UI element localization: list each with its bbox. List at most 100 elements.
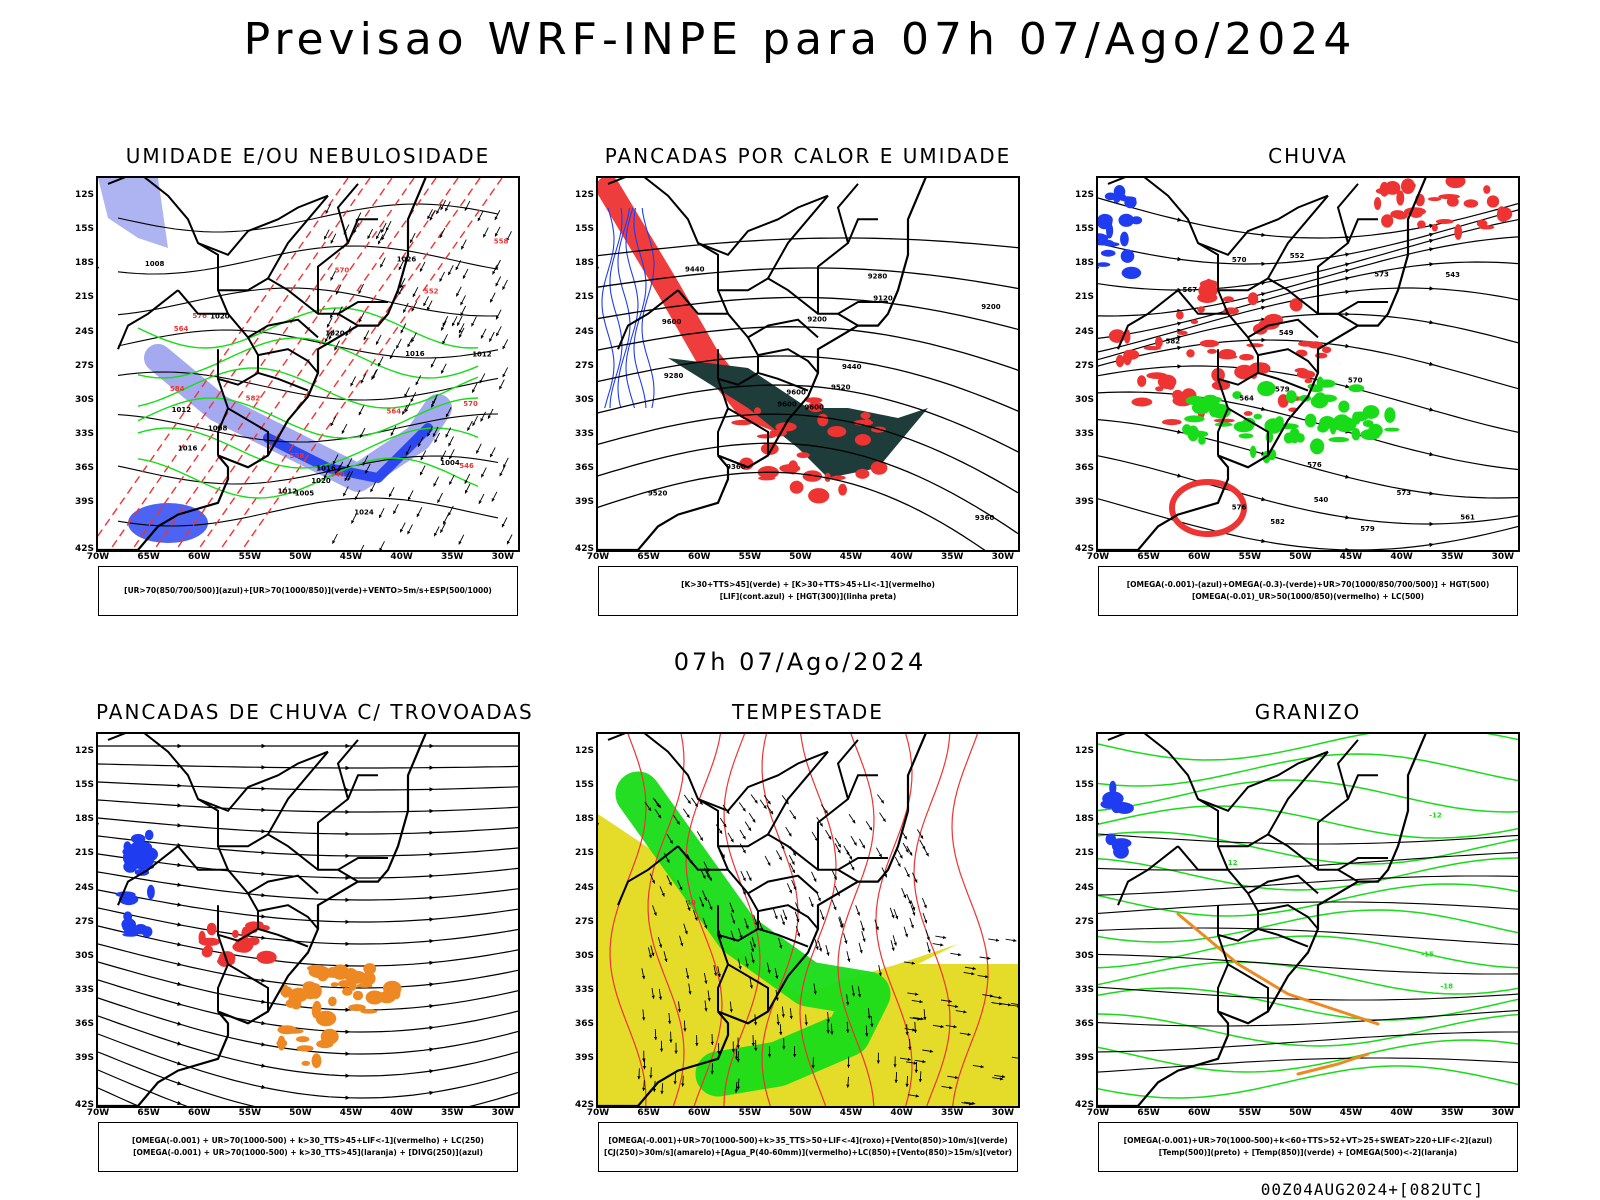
lon-tick-label: 40W <box>390 1108 413 1118</box>
lat-tick-label: 33S <box>74 428 94 439</box>
lat-tick-label: 15S <box>74 224 94 235</box>
lon-tick-label: 50W <box>289 1108 312 1118</box>
map-area: 1012 1016 1020 1008 1012 1016 1020 1012 1016 1020… <box>96 176 520 552</box>
contour-label: 540 <box>1314 496 1329 504</box>
contour-label: 576 <box>192 312 207 320</box>
contour-label: 1008 <box>145 260 165 268</box>
contour-label: 543 <box>1445 271 1460 279</box>
contour-label: 9600 <box>662 318 682 326</box>
lat-tick-label: 36S <box>74 1019 94 1030</box>
contour-label: 9360 <box>726 463 746 471</box>
lon-tick-label: 55W <box>1238 1108 1262 1118</box>
contour-label: 558 <box>494 238 509 246</box>
legend-line: [OMEGA(-0.001)+UR>70(1000-500)+k>35_TTS>… <box>608 1136 1008 1145</box>
lon-tick-label: 55W <box>1238 552 1262 562</box>
contour-label: 576 <box>1232 504 1247 512</box>
contour-label: 1020 <box>325 330 345 338</box>
lat-tick-label: 39S <box>1074 497 1094 508</box>
lat-tick-label: 30S <box>574 950 594 961</box>
legend-line: [CJ(250)>30m/s](amarelo)+[Agua_P(40-60mm… <box>604 1148 1012 1157</box>
lat-tick-label: 15S <box>1074 224 1094 235</box>
panel-legend: [OMEGA(-0.001)-(azul)+OMEGA(-0.3)-(verde… <box>1098 566 1518 616</box>
lon-tick-label: 35W <box>440 552 464 562</box>
lat-tick-label: 18S <box>74 258 94 269</box>
lat-tick-label: 42S <box>574 544 594 554</box>
contour-label: 9600 <box>777 401 797 409</box>
legend-line: [UR>70(850/700/500)](azul)+[UR>70(1000/8… <box>124 586 492 595</box>
lat-tick-label: 21S <box>74 848 94 859</box>
lat-tick-label: 33S <box>574 984 594 995</box>
lon-tick-label: 50W <box>1289 552 1312 562</box>
lat-tick-label: 15S <box>1074 780 1094 791</box>
lat-tick-label: 24S <box>1074 326 1094 337</box>
contour-label: 564 <box>1239 395 1254 403</box>
lat-tick-label: 18S <box>574 814 594 825</box>
lon-tick-label: 65W <box>637 552 660 562</box>
contour-label: 573 <box>1397 489 1412 497</box>
lat-tick-label: 30S <box>574 394 594 405</box>
lon-tick-label: 40W <box>390 552 413 562</box>
contour-label: 9280 <box>664 372 684 380</box>
contour-label: -12 <box>1429 812 1442 820</box>
contour-label: 540 <box>330 471 345 479</box>
contour-label: 9280 <box>868 273 888 281</box>
panel-title: PANCADAS DE CHUVA C/ TROVOADAS <box>96 700 534 724</box>
lat-tick-label: 24S <box>74 326 94 337</box>
contour-label: 1020 <box>210 313 230 321</box>
lon-tick-label: 70W <box>1086 552 1110 562</box>
legend-line: [OMEGA(-0.001)-(azul)+OMEGA(-0.3)-(verde… <box>1126 580 1490 589</box>
lon-tick-label: 50W <box>1289 1108 1312 1118</box>
lat-tick-label: 42S <box>1074 1100 1094 1110</box>
lon-tick-label: 60W <box>1187 1108 1211 1118</box>
lon-tick-label: 50W <box>789 552 812 562</box>
contour-label: 9520 <box>648 489 668 497</box>
lat-tick-label: 27S <box>574 916 594 927</box>
lat-tick-label: 12S <box>1074 746 1094 757</box>
lon-tick-label: 65W <box>637 1108 660 1118</box>
lon-tick-label: 70W <box>586 1108 610 1118</box>
contour-label: 570 <box>1348 377 1363 385</box>
contour-label: 9600 <box>786 389 806 397</box>
lat-tick-label: 39S <box>574 1053 594 1064</box>
lat-tick-label: 18S <box>1074 814 1094 825</box>
lon-tick-label: 70W <box>586 552 610 562</box>
contour-label: 558 <box>290 452 305 460</box>
lat-tick-label: 21S <box>574 848 594 859</box>
lon-tick-label: 30W <box>491 552 515 562</box>
contour-label: 1004 <box>440 459 460 467</box>
lat-tick-label: 33S <box>1074 984 1094 995</box>
contour-label: 561 <box>1460 514 1475 522</box>
contour-label: 9520 <box>831 384 851 392</box>
lon-tick-label: 45W <box>839 1108 863 1118</box>
bottom-row-time-label: 07h 07/Ago/2024 <box>673 648 927 676</box>
lat-tick-label: 18S <box>574 258 594 269</box>
lon-tick-label: 30W <box>991 552 1015 562</box>
lat-tick-label: 33S <box>574 428 594 439</box>
lat-tick-label: 30S <box>1074 950 1094 961</box>
lat-tick-label: 24S <box>574 882 594 893</box>
lon-tick-label: 40W <box>1390 1108 1413 1118</box>
lon-tick-label: 60W <box>687 1108 711 1118</box>
legend-line: [OMEGA(-0.001)+UR>70(1000-500)+k<60+TTS>… <box>1123 1136 1493 1145</box>
contour-label: 582 <box>1270 518 1285 526</box>
contour-label: 570 <box>463 400 478 408</box>
panel-legend: [OMEGA(-0.001)+UR>70(1000-500)+k>35_TTS>… <box>598 1122 1018 1172</box>
contour-label: 9600 <box>804 403 824 411</box>
lon-tick-label: 70W <box>1086 1108 1110 1118</box>
lon-tick-label: 35W <box>1440 1108 1464 1118</box>
contour-label: 552 <box>424 287 439 295</box>
lat-tick-label: 18S <box>74 814 94 825</box>
panel-legend: [UR>70(850/700/500)](azul)+[UR>70(1000/8… <box>98 566 518 616</box>
contour-label: 579 <box>1275 385 1290 393</box>
map-svg <box>98 734 518 1106</box>
panel-title: CHUVA <box>1268 144 1348 168</box>
lat-tick-label: 27S <box>1074 360 1094 371</box>
contour-label: 9440 <box>685 266 705 274</box>
run-stamp: 00Z04AUG2024+[082UTC] <box>1260 1180 1484 1199</box>
lat-tick-label: 42S <box>74 1100 94 1110</box>
contour-label: 9440 <box>842 363 862 371</box>
lat-tick-label: 27S <box>74 916 94 927</box>
map-area: 40 <box>596 732 1020 1108</box>
lat-tick-label: 24S <box>1074 882 1094 893</box>
contour-label: 9360 <box>975 514 995 522</box>
